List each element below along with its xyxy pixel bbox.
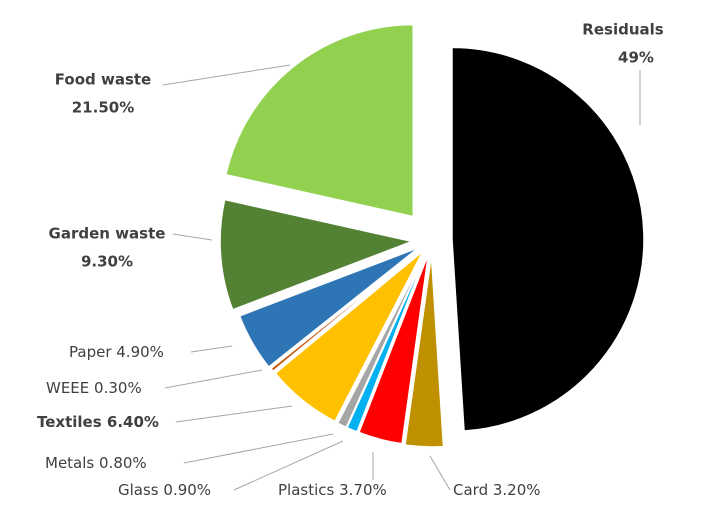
slice-label: Paper 4.90% bbox=[69, 343, 164, 361]
slice-label: Food waste bbox=[55, 71, 151, 89]
value-label: 9.30% bbox=[81, 253, 133, 271]
pie-slice bbox=[357, 253, 430, 445]
value-label: 0.90% bbox=[163, 481, 211, 499]
leader-line bbox=[164, 369, 263, 389]
leader-line bbox=[233, 440, 344, 491]
category-name: Glass bbox=[118, 481, 159, 499]
slice-label: Card 3.20% bbox=[453, 481, 541, 499]
leader-line bbox=[172, 233, 213, 241]
pie-slice bbox=[224, 23, 414, 218]
category-name: Metals bbox=[45, 454, 94, 472]
category-name: Textiles bbox=[37, 413, 102, 431]
value-label: 3.20% bbox=[493, 481, 541, 499]
value-label: 0.80% bbox=[99, 454, 147, 472]
category-name: WEEE bbox=[46, 379, 89, 397]
slice-label: WEEE 0.30% bbox=[46, 379, 142, 397]
value-label: 3.70% bbox=[339, 481, 387, 499]
pie-slice bbox=[269, 248, 422, 373]
leader-line bbox=[162, 64, 291, 86]
value-label: 4.90% bbox=[116, 343, 164, 361]
category-name: Plastics bbox=[278, 481, 335, 499]
leader-line bbox=[175, 405, 293, 423]
slice-label: Plastics 3.70% bbox=[278, 481, 387, 499]
slice-label: Metals 0.80% bbox=[45, 454, 147, 472]
value-label: 6.40% bbox=[107, 413, 159, 431]
slice-label: Glass 0.90% bbox=[118, 481, 211, 499]
pie-slice bbox=[336, 252, 427, 429]
value-label: 0.30% bbox=[94, 379, 142, 397]
value-label: 21.50% bbox=[72, 99, 134, 117]
slice-label: Residuals bbox=[582, 21, 663, 39]
category-name: Paper bbox=[69, 343, 112, 361]
value-label: 49% bbox=[618, 49, 654, 67]
slice-label: Garden waste bbox=[49, 225, 166, 243]
leader-line bbox=[183, 433, 334, 464]
pie-slice bbox=[219, 198, 415, 311]
slice-label: Textiles 6.40% bbox=[37, 413, 159, 431]
pie-slice bbox=[451, 46, 645, 432]
pie-slice bbox=[346, 252, 428, 433]
category-name: Card bbox=[453, 481, 488, 499]
leader-line bbox=[429, 455, 451, 491]
pie-slice bbox=[274, 250, 424, 423]
leader-line bbox=[190, 345, 233, 353]
pie-slice bbox=[238, 246, 420, 369]
pie-slice bbox=[404, 254, 445, 448]
